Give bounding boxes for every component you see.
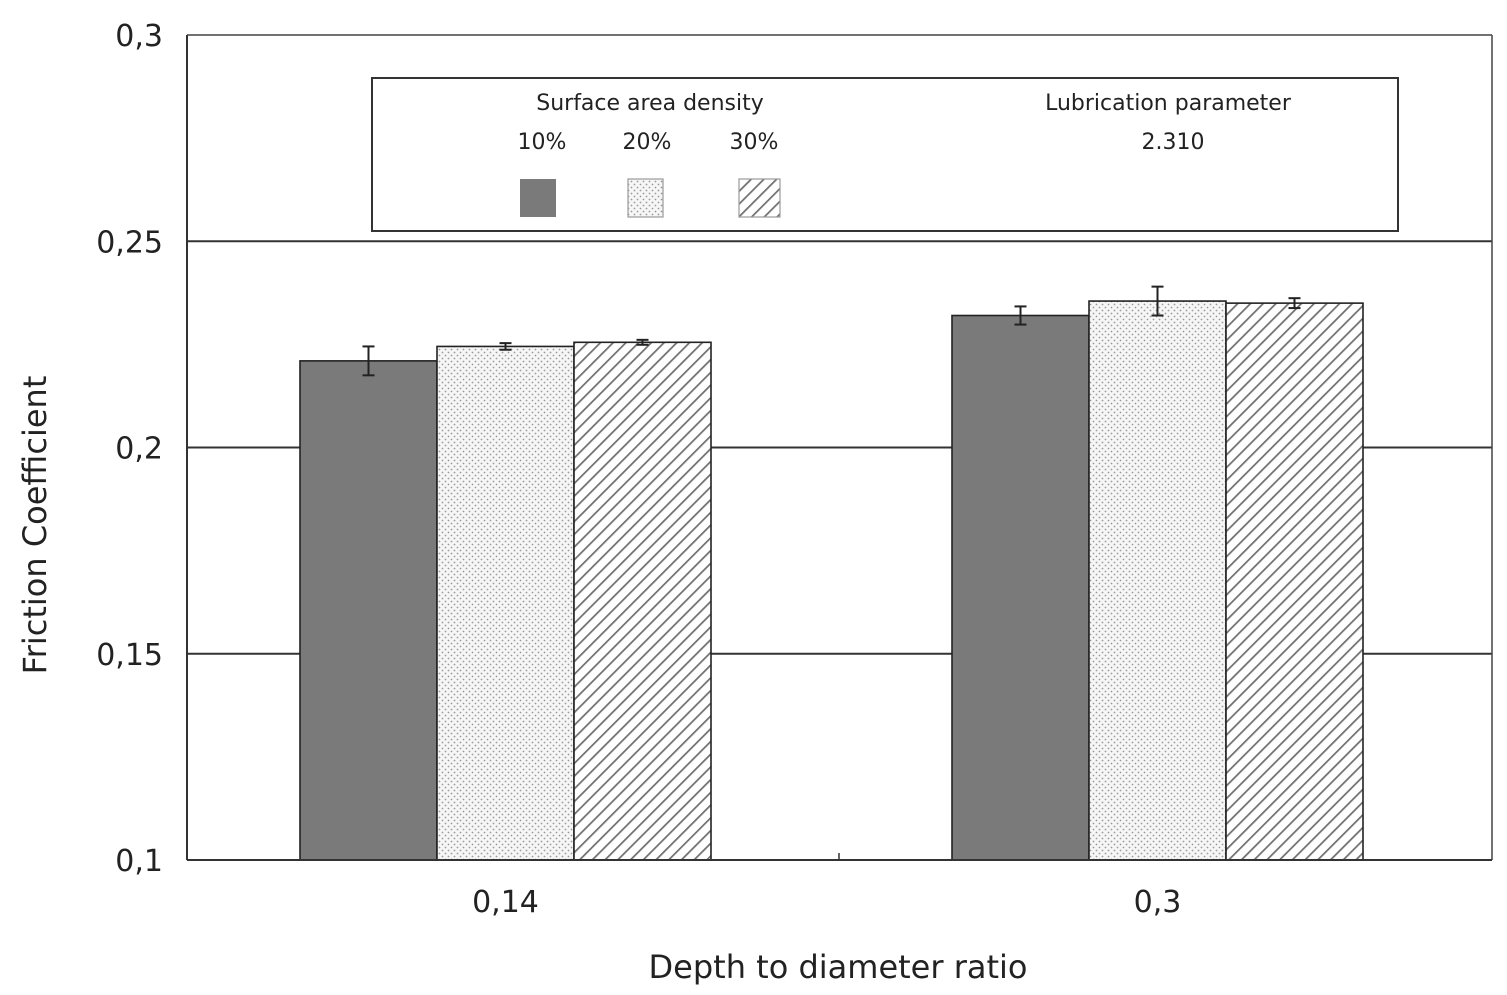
bar bbox=[951, 314, 1090, 861]
x-tick-label: 0,14 bbox=[472, 885, 539, 920]
legend-title: Surface area density bbox=[536, 91, 764, 116]
x-tick-label: 0,3 bbox=[1134, 885, 1182, 920]
bar bbox=[1088, 300, 1227, 861]
legend-label: 30% bbox=[730, 130, 779, 155]
legend-label: 10% bbox=[518, 130, 567, 155]
y-tick-label: 0,25 bbox=[96, 225, 163, 260]
plot-frame bbox=[186, 34, 1493, 861]
legend: Surface area density Lubrication paramet… bbox=[371, 77, 1399, 232]
bars bbox=[299, 300, 1364, 861]
x-axis-title: Depth to diameter ratio bbox=[649, 948, 1028, 986]
bar bbox=[436, 345, 575, 861]
y-tick-labels: 0,1 0,15 0,2 0,25 0,3 bbox=[96, 19, 163, 879]
error-bar bbox=[636, 338, 649, 346]
legend-label: 20% bbox=[623, 130, 672, 155]
error-bar bbox=[1151, 285, 1164, 317]
error-bar bbox=[362, 345, 375, 377]
legend-extra-title: Lubrication parameter bbox=[1045, 91, 1292, 116]
y-tick-label: 0,3 bbox=[115, 19, 163, 54]
bar bbox=[1225, 302, 1364, 861]
y-tick-label: 0,15 bbox=[96, 638, 163, 673]
error-bars bbox=[362, 285, 1301, 377]
x-tick-labels: 0,14 0,3 bbox=[472, 885, 1181, 920]
error-bar bbox=[1014, 305, 1027, 326]
error-bar bbox=[499, 342, 512, 351]
y-tick-label: 0,1 bbox=[115, 844, 163, 879]
legend-swatch bbox=[627, 178, 664, 218]
y-axis-title: Friction Coefficient bbox=[16, 376, 54, 675]
bar bbox=[299, 360, 438, 861]
y-tick-label: 0,2 bbox=[115, 432, 163, 467]
legend-extra-value: 2.310 bbox=[1142, 130, 1205, 155]
error-bar bbox=[1288, 297, 1301, 310]
legend-swatch bbox=[520, 179, 556, 217]
bar bbox=[573, 341, 712, 861]
legend-swatch bbox=[738, 178, 781, 218]
legend-items: 10% 20% 30% bbox=[518, 130, 781, 218]
